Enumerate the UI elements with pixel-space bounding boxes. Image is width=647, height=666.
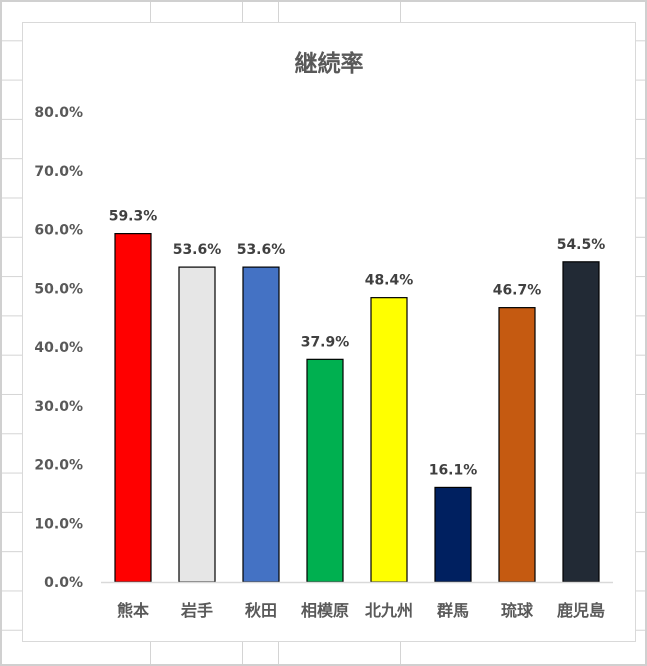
bar-相模原[interactable] <box>306 358 344 583</box>
bar-琉球[interactable] <box>498 307 536 583</box>
data-label: 59.3% <box>109 209 158 225</box>
bar-熊本[interactable] <box>114 233 152 583</box>
y-tick-label: 50.0% <box>34 281 83 297</box>
y-tick-label: 70.0% <box>34 164 83 180</box>
x-tick-label: 北九州 <box>365 601 413 620</box>
bar-北九州[interactable] <box>370 297 408 583</box>
bar-chart: 継続率 0.0% 10.0% 20.0% 30.0% 40.0% 50.0% 60.0% 70… <box>34 50 613 620</box>
y-tick-label: 0.0% <box>44 575 83 591</box>
y-tick-label: 20.0% <box>34 458 83 474</box>
data-label: 16.1% <box>429 462 478 478</box>
data-label: 37.9% <box>301 334 350 350</box>
y-tick-label: 40.0% <box>34 340 83 356</box>
bar-秋田[interactable] <box>242 266 280 583</box>
y-tick-label: 80.0% <box>34 105 83 121</box>
x-tick-label: 相模原 <box>301 601 349 620</box>
x-tick-label: 群馬 <box>437 601 469 620</box>
bar-群馬[interactable] <box>434 486 472 583</box>
x-tick-label: 鹿児島 <box>557 601 605 620</box>
data-label: 53.6% <box>173 242 222 258</box>
y-tick-label: 30.0% <box>34 399 83 415</box>
x-tick-label: 岩手 <box>180 601 213 620</box>
chart-title: 継続率 <box>295 50 364 77</box>
data-label: 46.7% <box>493 283 542 299</box>
y-tick-label: 60.0% <box>34 223 83 239</box>
x-tick-label: 熊本 <box>117 601 149 620</box>
data-label: 53.6% <box>237 242 286 258</box>
bar-岩手[interactable] <box>178 266 216 583</box>
y-tick-label: 10.0% <box>34 516 83 532</box>
bar-鹿児島[interactable] <box>562 261 600 583</box>
x-tick-label: 琉球 <box>501 601 534 620</box>
data-label: 54.5% <box>557 237 606 253</box>
data-label: 48.4% <box>365 273 414 289</box>
chart-area[interactable]: 継続率 0.0% 10.0% 20.0% 30.0% 40.0% 50.0% 60.0% 70… <box>22 22 636 642</box>
x-tick-label: 秋田 <box>245 601 277 620</box>
